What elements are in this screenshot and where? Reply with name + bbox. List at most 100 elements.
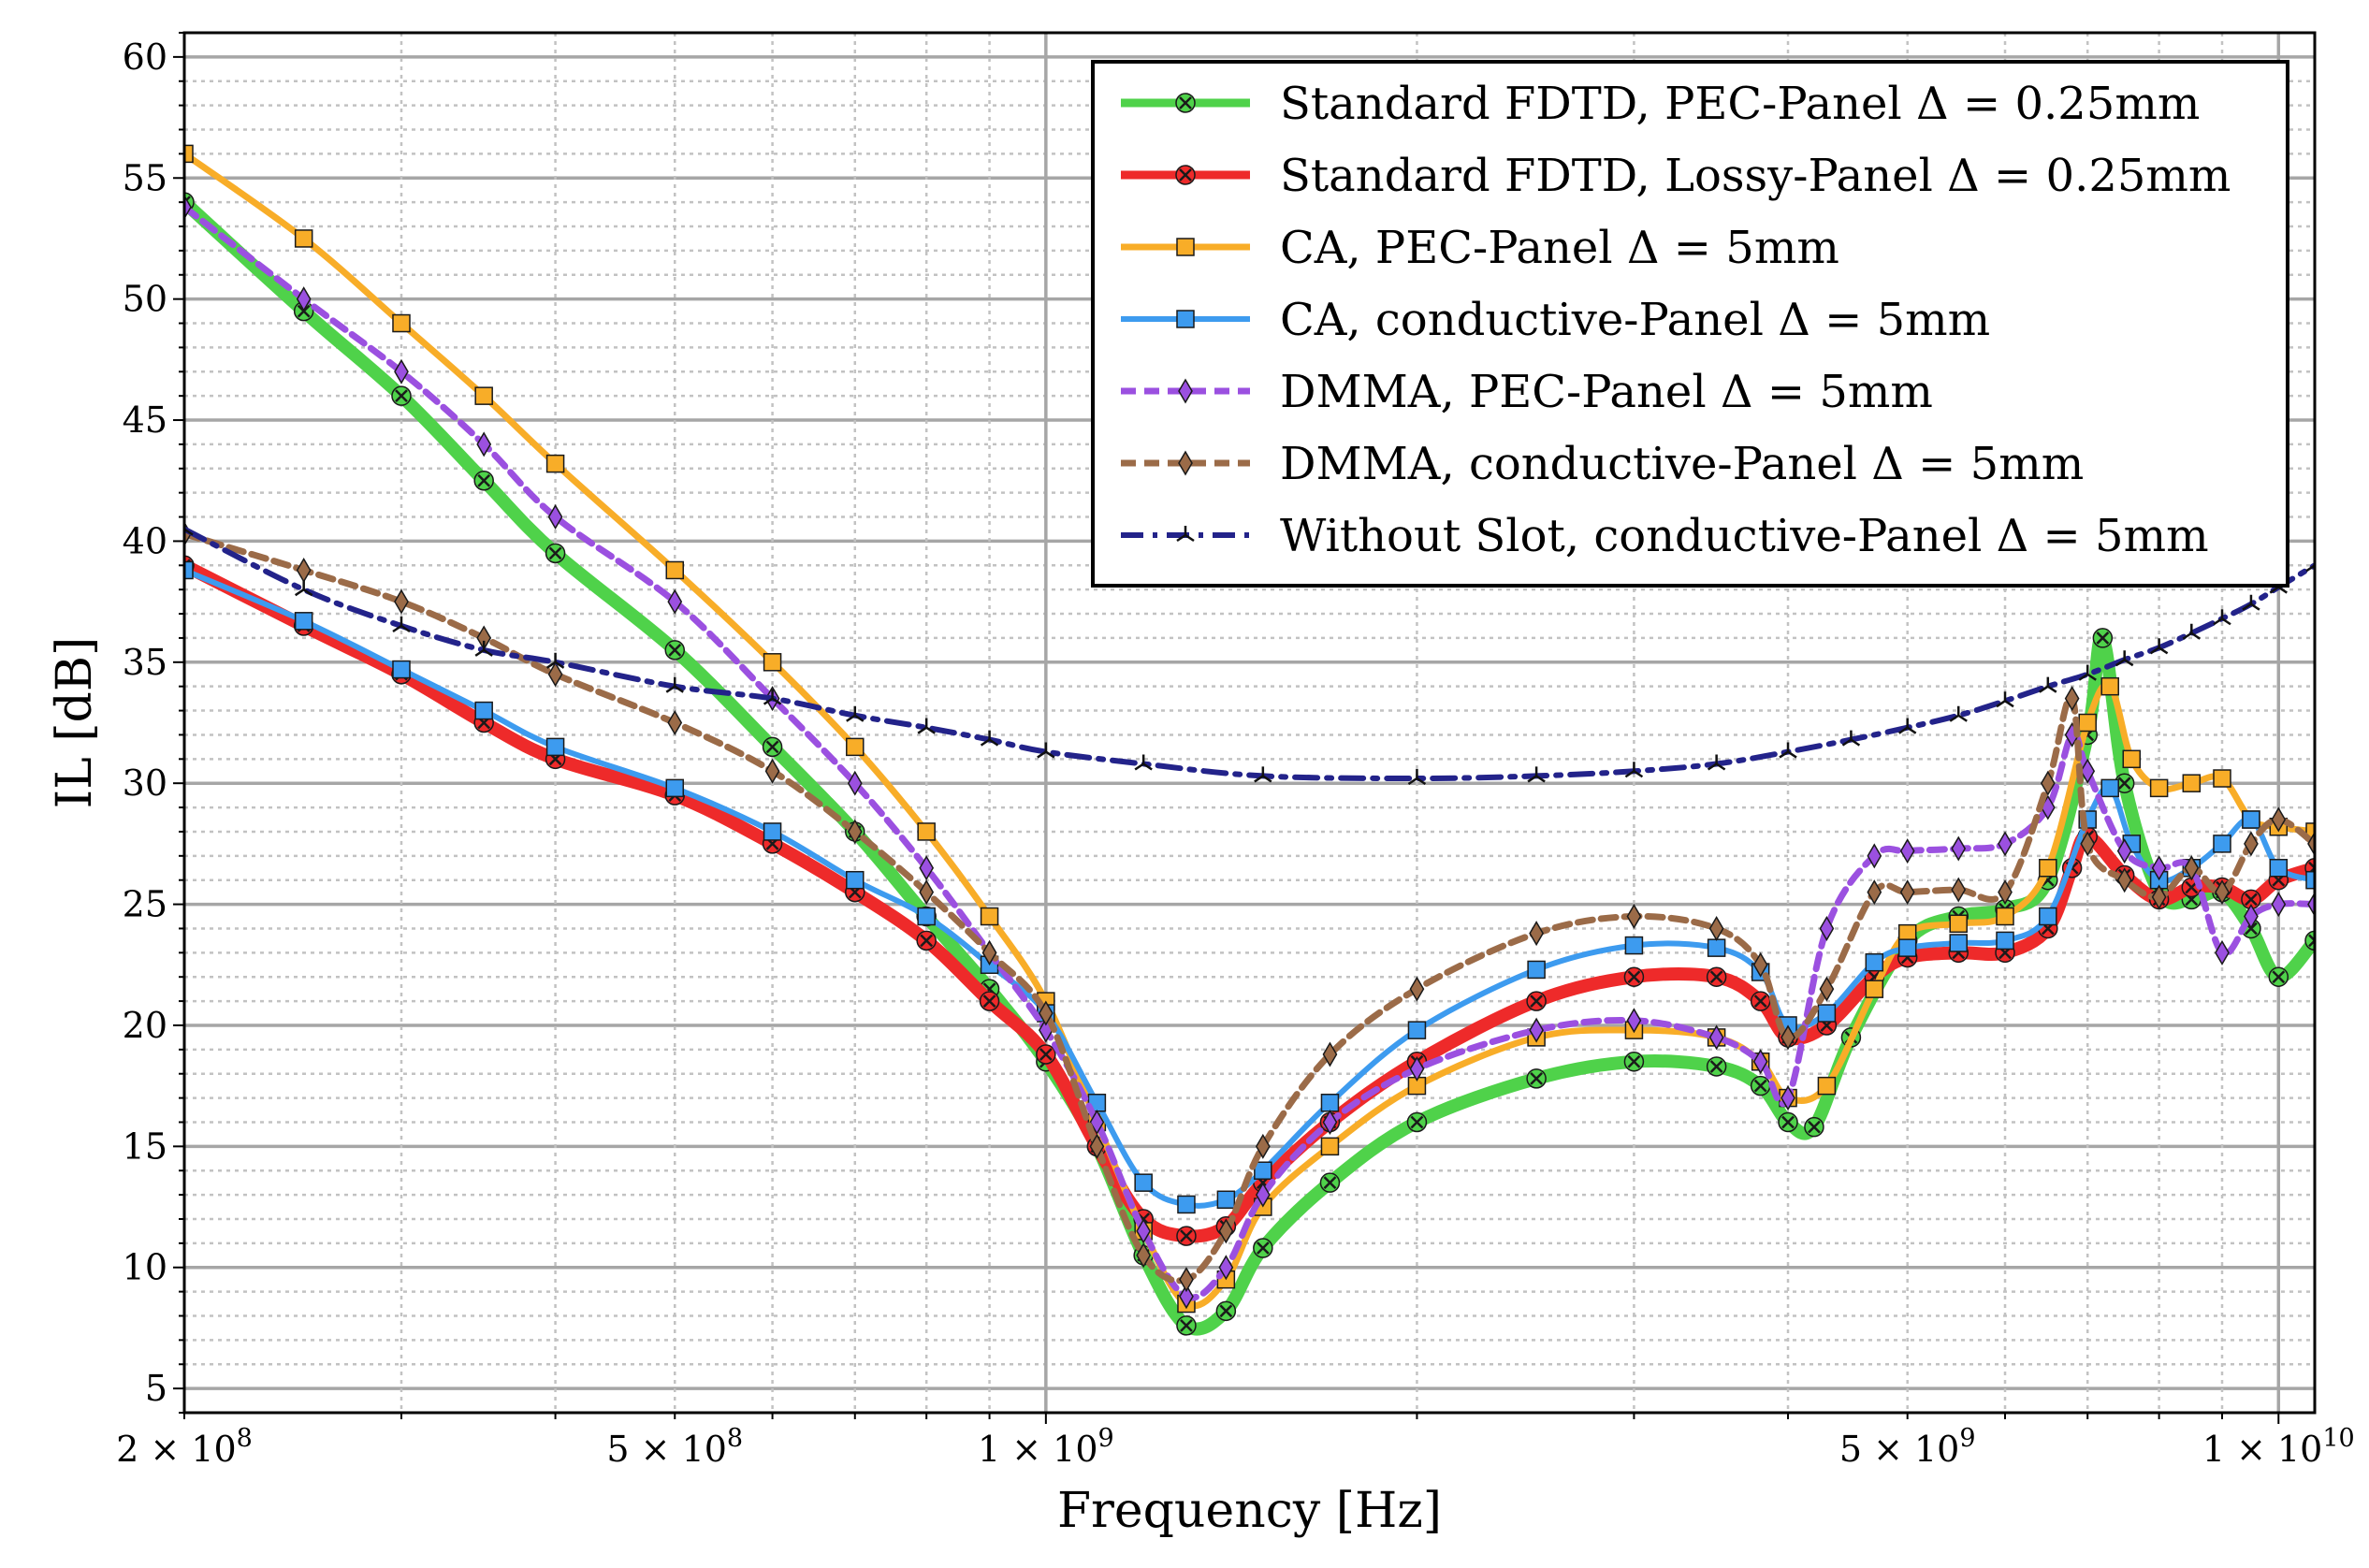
marker-cross [2245,893,2258,907]
series-marker [1254,766,1272,783]
marker-cross [2272,970,2286,984]
x-tick-label: 5 × 108 [606,1424,743,1470]
series-marker [392,660,411,679]
legend-swatch-marker [1176,238,1195,256]
series-marker [667,588,683,615]
series-marker [2151,884,2167,910]
series-marker [1526,991,1547,1011]
series-marker [2100,676,2119,696]
legend-item-5: DMMA, PEC-Panel Δ = 5mm [1121,366,1933,418]
series-7 [184,519,2315,786]
marker-cross [920,934,934,948]
y-tick-label: 5 [145,1368,167,1409]
series-marker [1527,766,1546,783]
series-marker [294,229,313,248]
series-marker [1624,762,1644,778]
legend-label: Standard FDTD, PEC-Panel Δ = 0.25mm [1280,78,2200,130]
series-marker [1216,1190,1236,1210]
marker-cross [1179,168,1192,181]
y-tick-label: 30 [123,762,167,804]
plot-frame [182,31,2317,1415]
legend-swatch-marker [1178,378,1193,404]
series-marker [2184,855,2200,881]
series-line [184,196,2315,1336]
series-marker [1899,879,1915,906]
series-marker [1320,1094,1340,1112]
series-marker [474,701,493,720]
series-marker [2271,892,2287,918]
y-tick-label: 55 [123,157,167,198]
marker-cross [1180,1318,1193,1332]
y-tick-label: 10 [123,1247,167,1288]
series-marker [1407,769,1427,786]
series-marker [1320,1137,1340,1156]
series-marker [1254,1161,1272,1180]
series-marker [1708,1024,1724,1051]
marker-cross [1410,1115,1424,1129]
series-marker [545,737,565,757]
series-marker [1623,1052,1645,1072]
series-marker [2040,770,2056,796]
series-marker [1255,1133,1271,1159]
series-marker [1996,691,2014,708]
series-marker [846,737,865,757]
marker-cross [1179,96,1192,109]
series-marker [2244,904,2259,930]
marker-cross [1627,970,1641,984]
series-marker [2305,822,2315,841]
series-marker [665,778,685,798]
series-marker [1867,843,1882,869]
series-marker [391,385,412,406]
series-marker [2114,773,2135,793]
series-marker [1998,879,2013,906]
series-marker [2305,870,2315,890]
series-marker [917,822,936,841]
series-marker [2149,638,2169,655]
series-marker [664,640,686,661]
series-marker [2213,609,2231,626]
series-marker [545,543,566,564]
legend-swatch-marker [1176,310,1195,328]
legend-item-3: CA, PEC-Panel Δ = 5mm [1121,222,1839,274]
series-marker [1409,1056,1425,1082]
series-marker [2064,686,2080,712]
series-marker [919,879,935,906]
series-marker [1527,960,1546,980]
legend-swatch-marker [1175,165,1196,185]
series-marker [1319,1172,1341,1193]
y-tick-label: 20 [123,1005,167,1046]
series-marker [184,144,194,164]
series-marker [2307,831,2315,857]
series-marker [2242,810,2260,829]
series-marker [2213,835,2231,853]
axes-labels: Frequency [Hz] IL [dB] [47,637,1442,1539]
series-marker [1752,951,1768,978]
series-marker [1177,1195,1196,1214]
series-marker [1708,915,1724,941]
series-marker [474,640,493,657]
series-marker [1179,1267,1194,1293]
series-marker [1819,915,1835,941]
series-marker [2215,939,2230,965]
marker-circle [2304,930,2315,951]
series-marker [2182,623,2201,640]
marker-cross [2308,934,2315,948]
series-marker [1706,966,1727,987]
series-marker [1817,1076,1837,1096]
series-marker [1779,742,1797,759]
series-marker [916,930,937,951]
y-tick-label: 35 [123,642,167,683]
marker-cross [1709,970,1723,984]
series-marker [1526,1068,1547,1089]
marker-cross [548,546,562,560]
legend-label: CA, PEC-Panel Δ = 5mm [1280,222,1839,274]
series-layer [184,144,2315,1336]
series-marker [1218,1218,1234,1244]
series-marker [981,939,997,965]
series-marker [294,580,313,597]
series-marker [545,454,565,473]
series-marker [1623,966,1645,987]
x-tick-label: 5 × 109 [1839,1424,1976,1470]
series-marker [1626,904,1642,930]
